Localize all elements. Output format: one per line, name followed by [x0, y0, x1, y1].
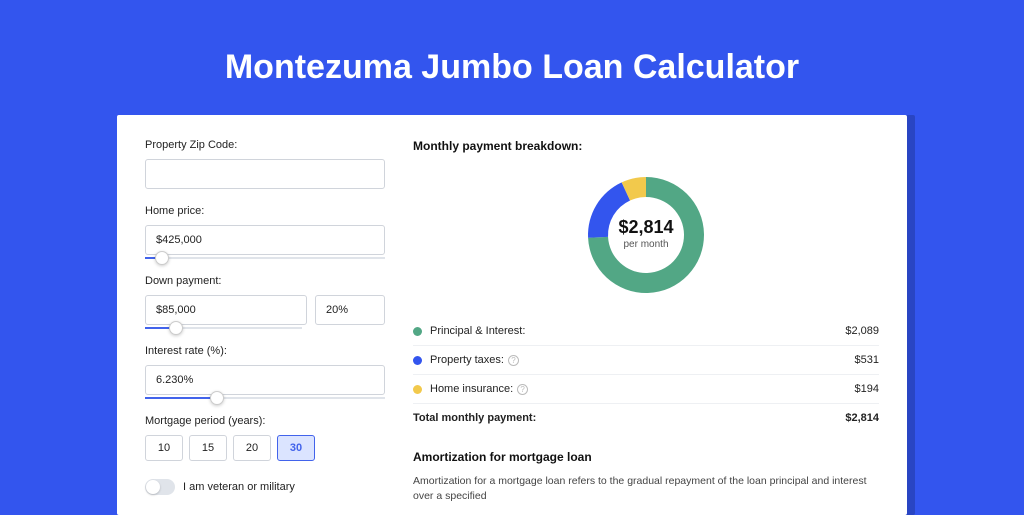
legend-row: Home insurance:? $194	[413, 375, 879, 404]
down-payment-amount-input[interactable]	[145, 295, 307, 325]
veteran-toggle[interactable]	[145, 479, 175, 495]
total-row: Total monthly payment: $2,814	[413, 404, 879, 432]
legend-row: Property taxes:? $531	[413, 346, 879, 375]
home-price-slider[interactable]	[145, 257, 385, 259]
interest-rate-slider[interactable]	[145, 397, 385, 399]
page-title: Montezuma Jumbo Loan Calculator	[0, 0, 1024, 115]
veteran-label: I am veteran or military	[183, 481, 295, 493]
legend-label-text: Principal & Interest:	[430, 325, 525, 337]
total-value: $2,814	[845, 412, 879, 424]
legend-dot	[413, 385, 422, 394]
interest-rate-field: Interest rate (%):	[145, 345, 385, 399]
total-label: Total monthly payment:	[413, 412, 536, 424]
legend-value: $2,089	[845, 325, 879, 337]
legend-dot	[413, 356, 422, 365]
legend-value: $531	[855, 354, 879, 366]
donut-sub: per month	[623, 239, 668, 250]
legend-row: Principal & Interest: $2,089	[413, 317, 879, 346]
breakdown-heading: Monthly payment breakdown:	[413, 139, 879, 153]
zip-input[interactable]	[145, 159, 385, 189]
legend-value: $194	[855, 383, 879, 395]
info-icon[interactable]: ?	[517, 384, 528, 395]
veteran-field: I am veteran or military	[145, 479, 385, 495]
home-price-input[interactable]	[145, 225, 385, 255]
legend-label-text: Home insurance:	[430, 383, 513, 395]
period-option-10[interactable]: 10	[145, 435, 183, 461]
donut-amount: $2,814	[618, 217, 673, 237]
amortization-heading: Amortization for mortgage loan	[413, 450, 879, 464]
calculator-card: Property Zip Code: Home price: Down paym…	[117, 115, 907, 515]
interest-rate-label: Interest rate (%):	[145, 345, 385, 357]
down-payment-slider[interactable]	[145, 327, 302, 329]
zip-field: Property Zip Code:	[145, 139, 385, 189]
down-payment-field: Down payment:	[145, 275, 385, 329]
interest-rate-input[interactable]	[145, 365, 385, 395]
period-option-15[interactable]: 15	[189, 435, 227, 461]
donut-chart: $2,814 per month	[413, 165, 879, 305]
toggle-knob	[146, 480, 160, 494]
home-price-label: Home price:	[145, 205, 385, 217]
amortization-text: Amortization for a mortgage loan refers …	[413, 474, 879, 503]
legend-label-text: Property taxes:	[430, 354, 504, 366]
period-option-20[interactable]: 20	[233, 435, 271, 461]
info-icon[interactable]: ?	[508, 355, 519, 366]
zip-label: Property Zip Code:	[145, 139, 385, 151]
period-option-30[interactable]: 30	[277, 435, 315, 461]
mortgage-period-field: Mortgage period (years): 10152030	[145, 415, 385, 461]
mortgage-period-label: Mortgage period (years):	[145, 415, 385, 427]
home-price-field: Home price:	[145, 205, 385, 259]
legend-dot	[413, 327, 422, 336]
down-payment-label: Down payment:	[145, 275, 385, 287]
down-payment-percent-input[interactable]	[315, 295, 385, 325]
inputs-column: Property Zip Code: Home price: Down paym…	[145, 139, 385, 515]
breakdown-column: Monthly payment breakdown: $2,814 per mo…	[413, 139, 879, 515]
